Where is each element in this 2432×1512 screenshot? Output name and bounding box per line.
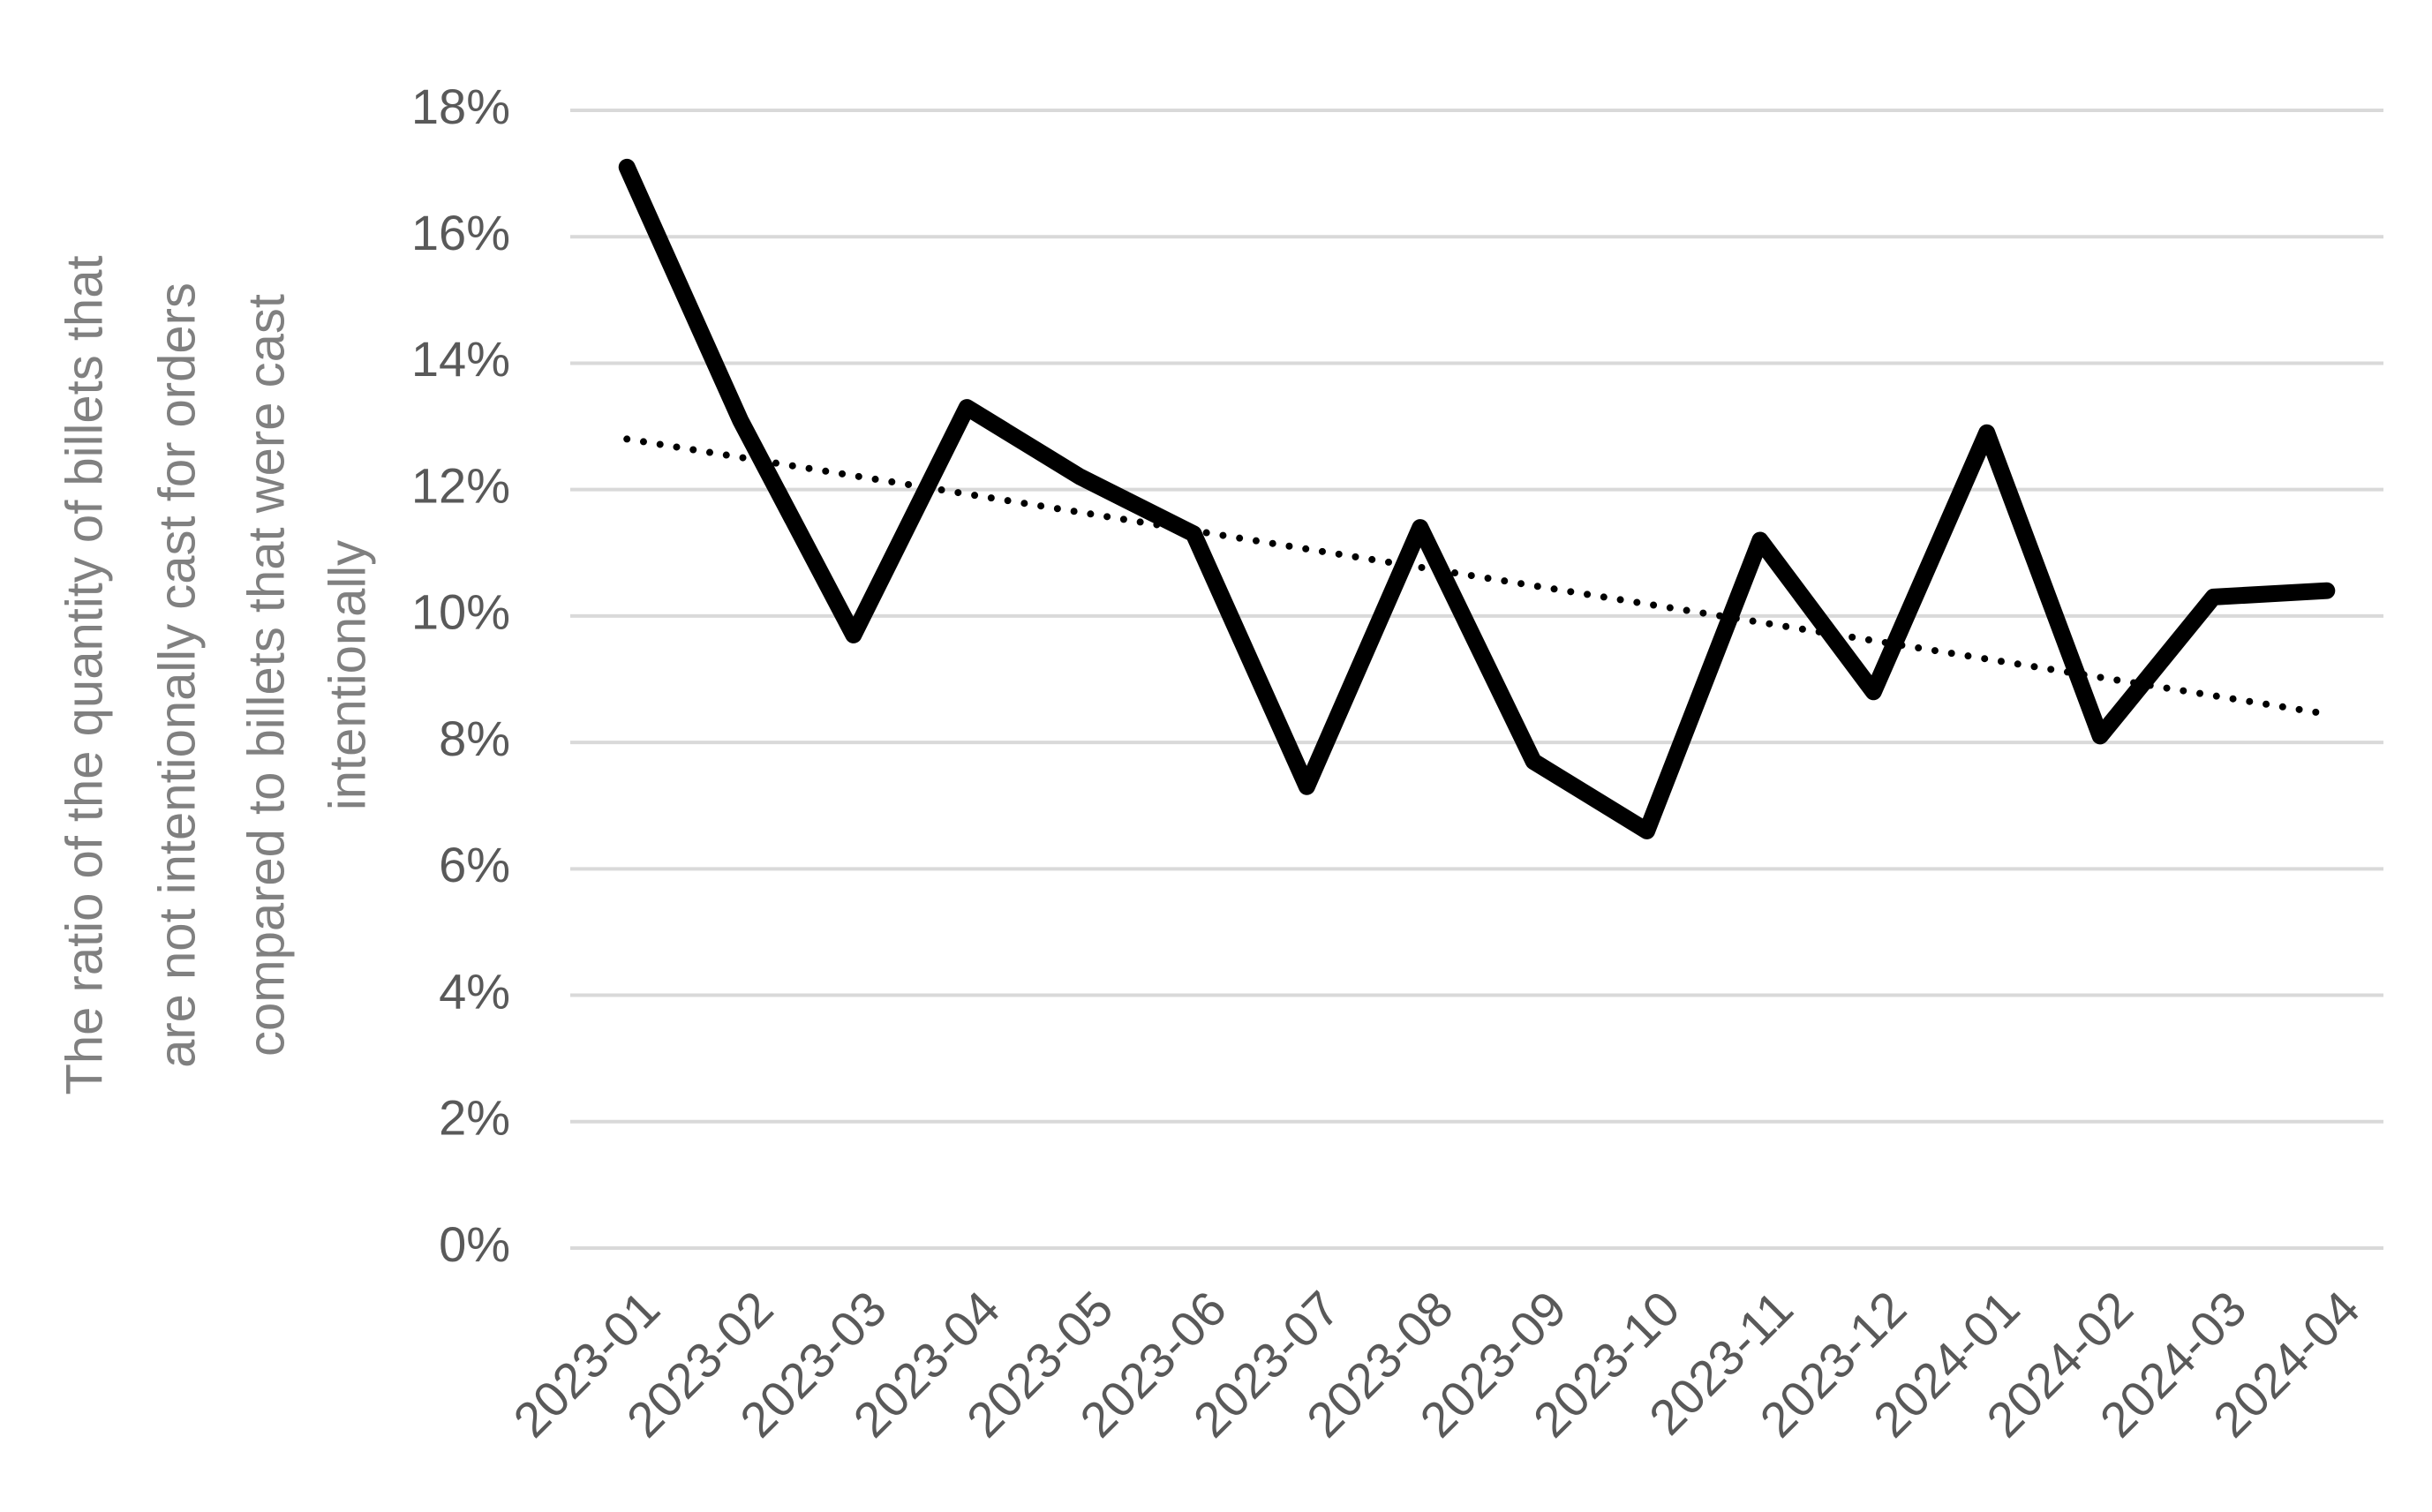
series-line: [618, 158, 2336, 839]
series-lines: [618, 158, 2336, 839]
y-tick-label: 14%: [411, 331, 510, 387]
y-tick-label: 0%: [439, 1216, 510, 1272]
x-axis-tick-labels: 2023-012023-022023-032023-042023-052023-…: [502, 1280, 2369, 1448]
trendline: [623, 435, 2330, 718]
y-tick-label: 18%: [411, 79, 510, 134]
y-tick-label: 10%: [411, 584, 510, 640]
y-tick-label: 2%: [439, 1090, 510, 1146]
y-axis-title-line: The ratio of the quantity of billets tha…: [56, 255, 113, 1095]
y-tick-label: 16%: [411, 205, 510, 260]
y-axis-title-line: intentionally: [319, 540, 376, 810]
y-axis-title: The ratio of the quantity of billets tha…: [56, 255, 376, 1095]
y-tick-label: 6%: [439, 837, 510, 892]
y-tick-label: 4%: [439, 963, 510, 1019]
y-tick-label: 8%: [439, 711, 510, 766]
y-axis-title-line: compared to billets that were cast: [237, 294, 295, 1057]
gridlines: [570, 109, 2383, 1250]
y-axis-tick-labels: 0% 2% 4% 6% 8% 10% 12% 14% 16% 18%: [411, 79, 510, 1272]
y-axis-title-line: are not intentionally cast for orders: [148, 282, 206, 1068]
y-tick-label: 12%: [411, 457, 510, 513]
